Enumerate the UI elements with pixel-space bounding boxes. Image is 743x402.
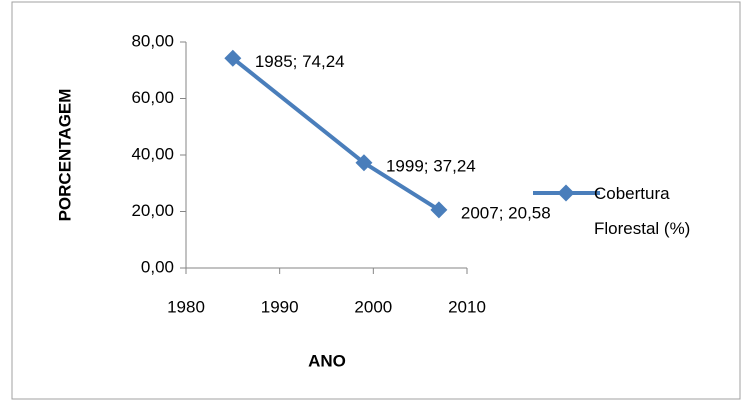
data-point bbox=[430, 201, 448, 219]
x-tick-label: 1990 bbox=[261, 297, 299, 316]
y-tick-label: 60,00 bbox=[131, 88, 174, 107]
data-label: 1999; 37,24 bbox=[386, 156, 476, 175]
x-tick-label: 2010 bbox=[448, 297, 486, 316]
legend-marker bbox=[557, 184, 575, 202]
data-point bbox=[355, 154, 373, 172]
y-axis-title: PORCENTAGEM bbox=[55, 89, 74, 222]
series-line bbox=[231, 56, 440, 212]
y-tick-label: 20,00 bbox=[131, 201, 174, 220]
y-tick-label: 40,00 bbox=[131, 144, 174, 163]
y-tick-label: 80,00 bbox=[131, 31, 174, 50]
x-axis-title: ANO bbox=[308, 351, 346, 370]
legend-label: Cobertura Florestal (%) bbox=[594, 184, 691, 238]
x-tick-label: 2000 bbox=[354, 297, 392, 316]
chart-border bbox=[11, 1, 741, 400]
x-tick-label: 1980 bbox=[167, 297, 205, 316]
data-label: 1985; 74,24 bbox=[255, 52, 345, 71]
y-tick-label: 0,00 bbox=[141, 257, 174, 276]
data-label: 2007; 20,58 bbox=[461, 203, 551, 222]
